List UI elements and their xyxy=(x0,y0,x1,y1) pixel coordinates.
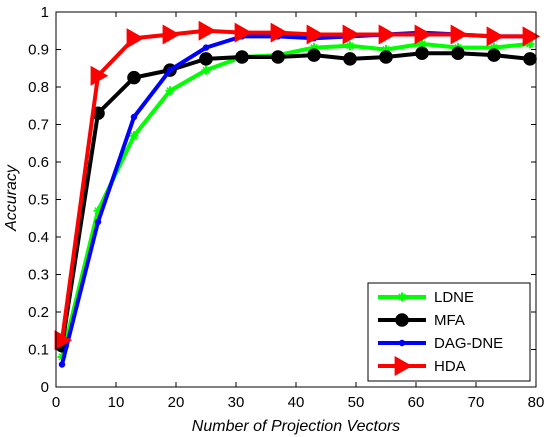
data-point-mfa xyxy=(523,52,537,66)
y-tick-label: 0.5 xyxy=(28,192,49,209)
data-point-dag-dne xyxy=(202,44,210,51)
data-point-mfa xyxy=(451,46,465,61)
legend-marker-mfa xyxy=(395,313,409,327)
data-point-mfa xyxy=(415,46,429,61)
data-point-hda xyxy=(234,22,253,43)
y-tick-label: 0.1 xyxy=(28,342,49,359)
legend-item-ldne: LDNE xyxy=(378,289,474,306)
data-point-hda xyxy=(126,28,145,49)
x-tick-label: 0 xyxy=(52,394,60,411)
legend-label-ldne: LDNE xyxy=(434,289,474,306)
data-point-mfa xyxy=(199,52,213,66)
series-hda xyxy=(54,20,541,351)
legend-label-mfa: MFA xyxy=(434,312,465,329)
y-axis-title: Accuracy xyxy=(3,164,20,232)
data-point-mfa xyxy=(343,52,357,66)
x-tick-label: 80 xyxy=(528,394,545,411)
legend-label-hda: HDA xyxy=(434,358,466,375)
data-point-hda xyxy=(270,22,289,43)
data-point-dag-dne xyxy=(166,66,174,74)
y-tick-label: 0.4 xyxy=(28,229,49,246)
data-point-mfa xyxy=(235,50,249,64)
data-point-ldne xyxy=(129,131,139,141)
data-point-hda xyxy=(54,330,73,351)
x-tick-label: 10 xyxy=(108,394,125,411)
y-tick-label: 0.3 xyxy=(28,267,49,284)
legend-label-dag-dne: DAG-DNE xyxy=(434,335,503,352)
data-point-hda xyxy=(486,26,505,47)
data-point-hda xyxy=(342,24,361,45)
data-point-mfa xyxy=(271,50,285,64)
x-tick-label: 30 xyxy=(228,394,245,411)
x-tick-label: 40 xyxy=(288,394,305,411)
series-ldne xyxy=(57,39,535,362)
data-point-ldne xyxy=(165,86,175,96)
data-point-hda xyxy=(90,65,109,86)
data-point-ldne xyxy=(201,65,211,75)
legend-item-mfa: MFA xyxy=(378,312,465,329)
data-point-mfa xyxy=(487,48,501,62)
data-point-mfa xyxy=(379,50,393,64)
legend-item-hda: HDA xyxy=(378,355,466,377)
legend-marker-dag-dne xyxy=(398,339,406,347)
data-point-dag-dne xyxy=(130,113,138,121)
x-tick-label: 50 xyxy=(348,394,365,411)
y-tick-label: 0.9 xyxy=(28,42,49,59)
legend-item-dag-dne: DAG-DNE xyxy=(378,335,503,352)
x-tick-label: 70 xyxy=(468,394,485,411)
x-axis-title: Number of Projection Vectors xyxy=(192,418,400,435)
series-line-ldne xyxy=(60,41,531,358)
data-point-ldne xyxy=(345,41,355,51)
data-point-hda xyxy=(450,24,469,45)
x-tick-label: 20 xyxy=(168,394,185,411)
x-tick-label: 60 xyxy=(408,394,425,411)
y-tick-label: 0.6 xyxy=(28,154,49,171)
y-tick-label: 1 xyxy=(41,4,49,21)
data-point-dag-dne xyxy=(94,218,102,226)
legend-marker-hda xyxy=(394,355,413,377)
y-tick-label: 0.7 xyxy=(28,117,49,134)
y-tick-label: 0.2 xyxy=(28,304,49,321)
data-point-hda xyxy=(378,24,397,45)
data-point-mfa xyxy=(307,48,321,62)
data-point-hda xyxy=(522,26,541,47)
legend: LDNE MFA DAG-DNE HDA xyxy=(367,282,531,382)
legend-marker-ldne xyxy=(397,292,407,302)
y-tick-label: 0.8 xyxy=(28,79,49,96)
data-point-hda xyxy=(162,24,181,45)
data-point-hda xyxy=(414,24,433,45)
data-point-mfa xyxy=(127,70,141,85)
data-point-hda xyxy=(306,24,325,45)
y-tick-label: 0 xyxy=(41,379,49,396)
data-point-hda xyxy=(198,20,217,41)
data-point-dag-dne xyxy=(58,361,66,368)
